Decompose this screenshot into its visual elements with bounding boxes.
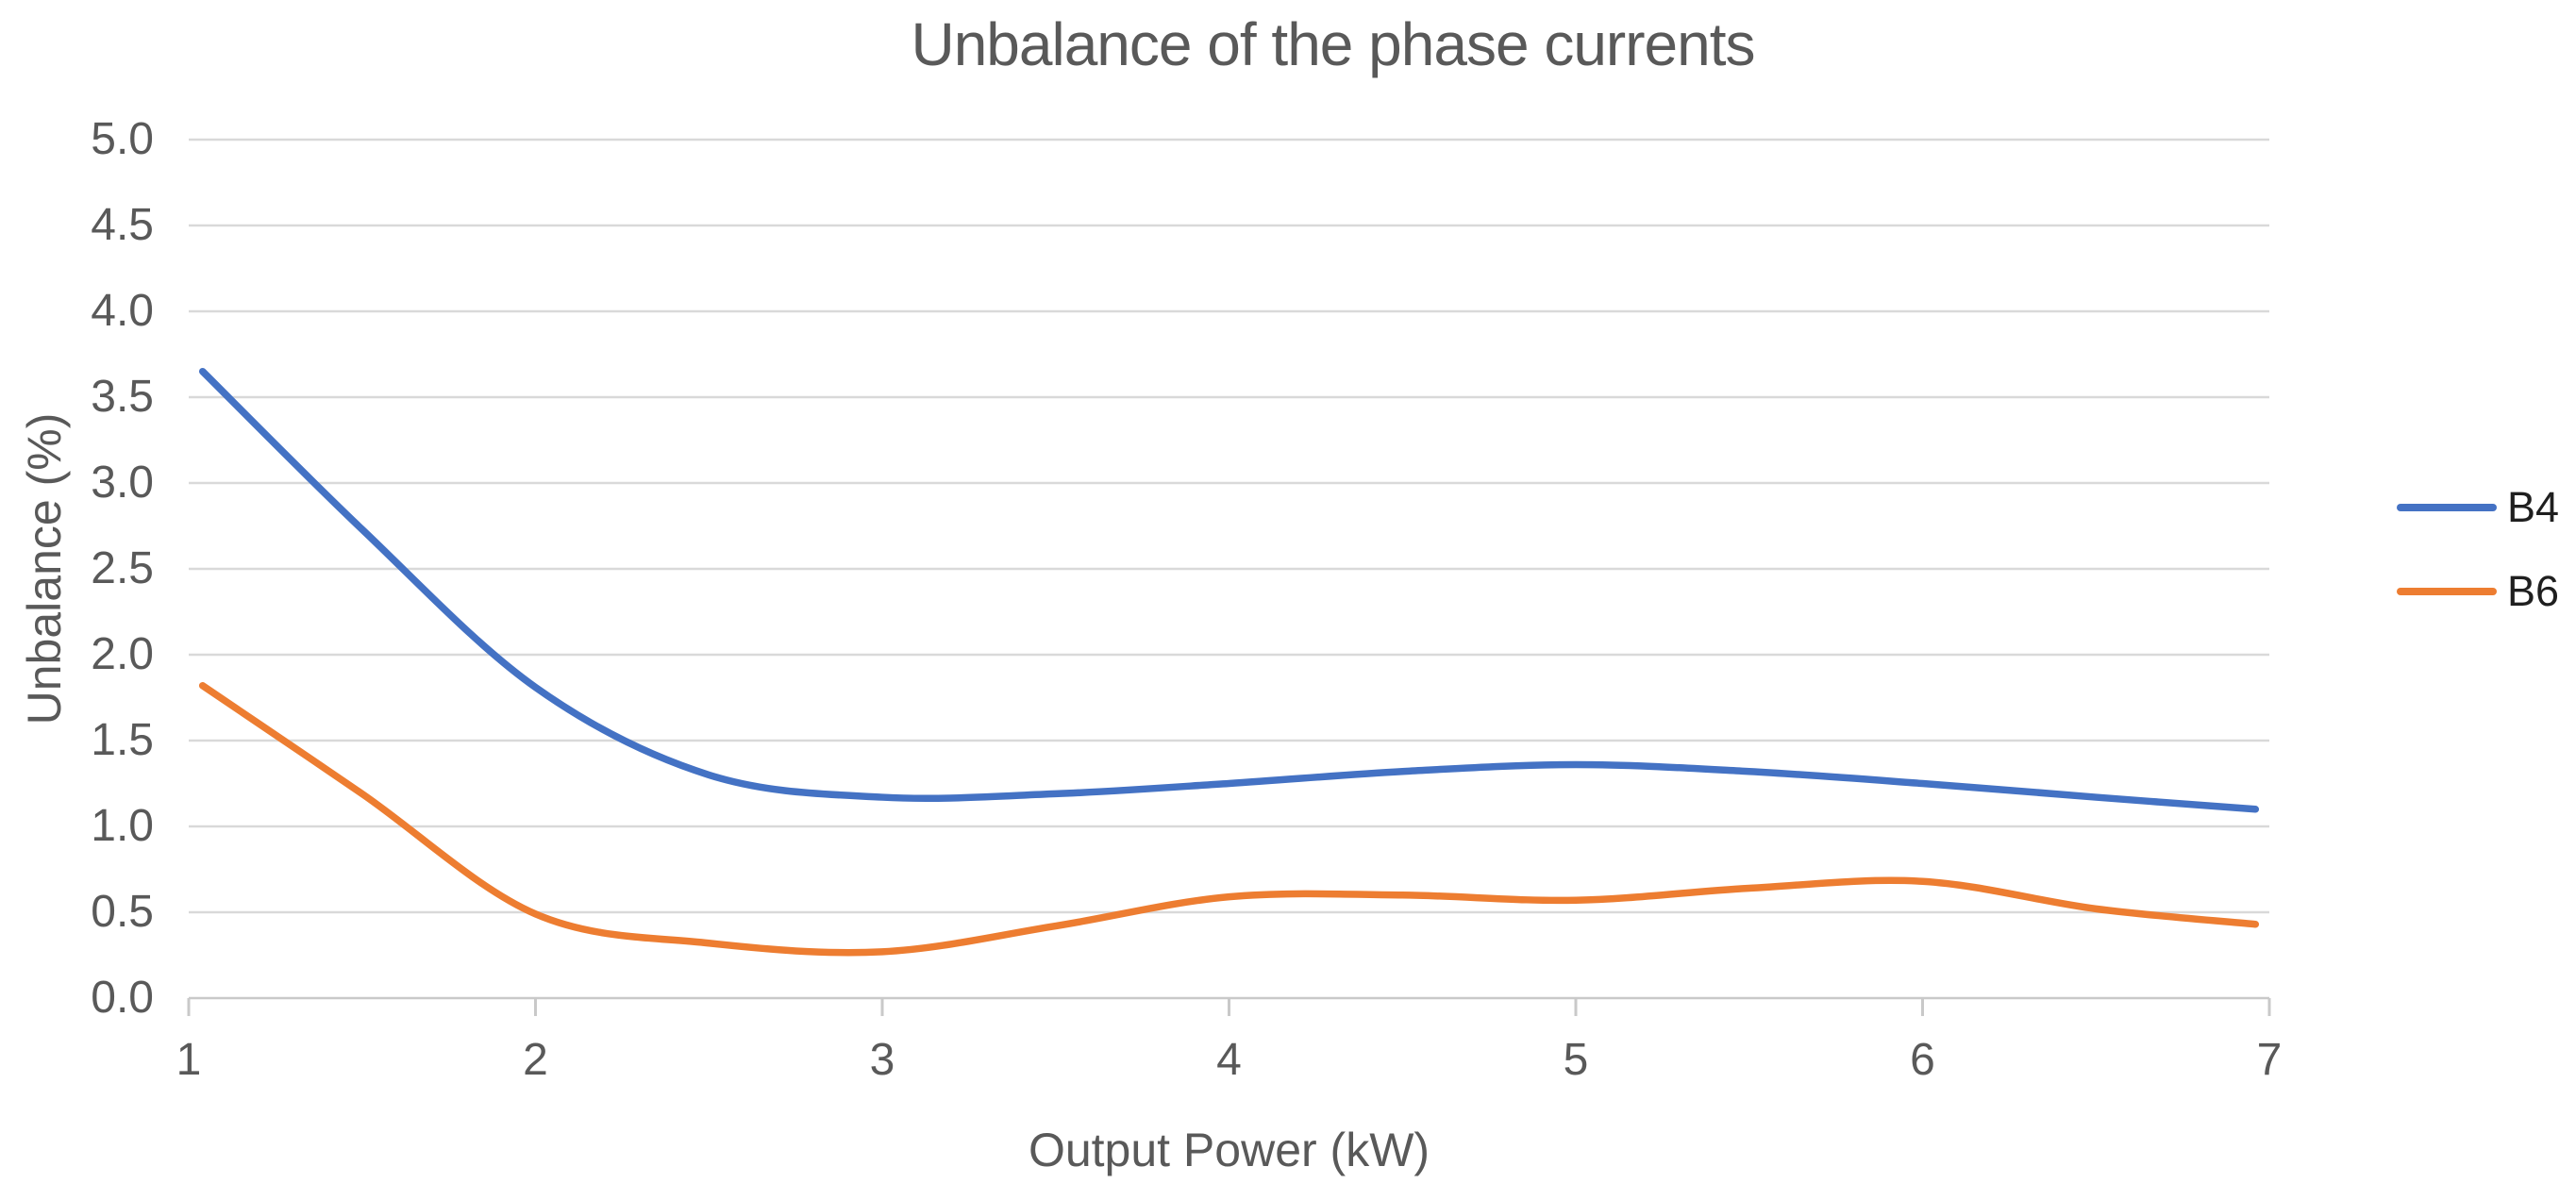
y-tick-label-1.5: 1.5 <box>91 715 154 765</box>
x-tick-label-2: 2 <box>523 1035 548 1085</box>
legend-label-b4: B4 <box>2507 483 2560 531</box>
series-line-b4 <box>198 367 2260 813</box>
legend-label-b6: B6 <box>2507 567 2560 615</box>
x-tick-label-6: 6 <box>1910 1035 1935 1085</box>
y-tick-label-4.0: 4.0 <box>91 286 154 336</box>
legend: B4 B6 <box>2397 483 2559 616</box>
legend-item-b4: B4 <box>2397 483 2559 532</box>
b4-line-swatch <box>2397 504 2497 511</box>
series-line-b6 <box>198 682 2260 957</box>
x-tick-label-7: 7 <box>2256 1035 2283 1085</box>
y-tick-label-1.0: 1.0 <box>91 801 154 851</box>
y-tick-label-3.5: 3.5 <box>91 372 154 422</box>
chart-title: Unbalance of the phase currents <box>911 10 1755 78</box>
x-axis-title: Output Power (kW) <box>1028 1124 1430 1176</box>
x-tick-label-5: 5 <box>1563 1035 1589 1085</box>
y-tick-label-0.5: 0.5 <box>91 887 154 937</box>
b6-line-swatch <box>2397 588 2497 595</box>
x-tick-label-1: 1 <box>176 1035 202 1085</box>
y-tick-label-2.5: 2.5 <box>91 543 154 593</box>
y-tick-label-4.5: 4.5 <box>91 200 154 250</box>
y-tick-label-3.0: 3.0 <box>91 458 154 508</box>
legend-item-b6: B6 <box>2397 567 2559 616</box>
x-tick-label-4: 4 <box>1216 1035 1242 1085</box>
y-tick-label-5.0: 5.0 <box>91 114 154 164</box>
y-tick-label-2.0: 2.0 <box>91 629 154 679</box>
y-tick-label-0.0: 0.0 <box>91 973 154 1023</box>
x-tick-label-3: 3 <box>869 1035 895 1085</box>
